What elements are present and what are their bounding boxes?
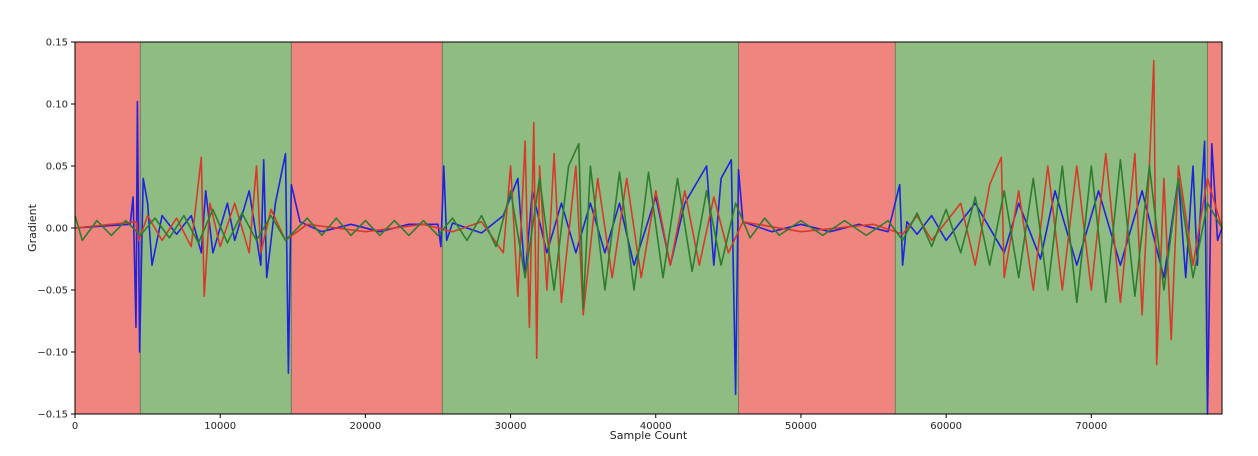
x-tick-label: 10000 bbox=[204, 421, 236, 432]
series-layer bbox=[74, 59, 1223, 415]
y-tick-label: −0.10 bbox=[37, 348, 68, 359]
x-tick-label: 20000 bbox=[349, 421, 381, 432]
series-line-2 bbox=[74, 142, 1223, 310]
series-line-1 bbox=[74, 59, 1223, 366]
x-axis-ticks: 0 10000 20000 30000 40000 50000 60000 70000 bbox=[72, 414, 1107, 432]
x-tick-label: 40000 bbox=[640, 421, 672, 432]
x-tick-label: 70000 bbox=[1075, 421, 1107, 432]
region-green-3 bbox=[442, 42, 739, 414]
y-tick-label: −0.05 bbox=[37, 286, 68, 297]
x-tick-label: 50000 bbox=[785, 421, 817, 432]
x-tick-label: 60000 bbox=[930, 421, 962, 432]
regions-layer bbox=[75, 42, 1222, 414]
y-axis-label: Gradient bbox=[26, 203, 39, 252]
y-tick-label: 0.05 bbox=[46, 162, 68, 173]
y-axis-ticks: −0.15 −0.10 −0.05 0.00 0.05 0.10 0.15 bbox=[37, 38, 75, 421]
y-tick-label: 0.10 bbox=[46, 100, 68, 111]
x-axis-label: Sample Count bbox=[610, 429, 688, 442]
x-tick-label: 0 bbox=[72, 421, 78, 432]
x-tick-label: 30000 bbox=[495, 421, 527, 432]
y-tick-label: 0.15 bbox=[46, 38, 68, 49]
region-red-6 bbox=[1207, 42, 1222, 414]
y-tick-label: −0.15 bbox=[37, 410, 68, 421]
y-tick-label: 0.00 bbox=[46, 224, 68, 235]
